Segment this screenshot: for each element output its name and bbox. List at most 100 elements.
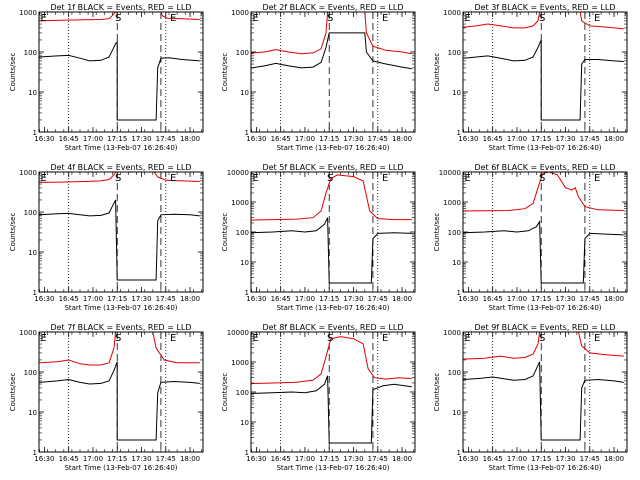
y-tick-label: 1 — [245, 129, 249, 137]
marker-label: E — [170, 173, 176, 184]
x-tick-label: 17:00 — [507, 455, 527, 463]
x-axis-label: Start Time (13-Feb-07 16:26:40) — [488, 144, 601, 152]
events-series-line — [39, 199, 200, 281]
plot-frame — [38, 331, 204, 453]
y-tick-label: 10 — [28, 249, 37, 257]
x-tick-label: 17:30 — [343, 135, 363, 143]
plot-frame — [462, 11, 628, 133]
y-tick-label: 10 — [240, 259, 249, 267]
marker-label: E — [41, 13, 47, 24]
x-tick-label: 17:45 — [580, 455, 600, 463]
y-axis-label: Counts/sec — [9, 53, 17, 92]
plot-frame — [38, 11, 204, 133]
y-tick-label: 1 — [33, 289, 37, 297]
y-axis-label: Counts/sec — [221, 373, 229, 412]
events-series-line — [39, 361, 200, 441]
x-tick-label: 18:00 — [604, 295, 624, 303]
marker-label: E — [465, 173, 471, 184]
x-tick-label: 16:30 — [34, 295, 54, 303]
y-tick-label: 1 — [245, 289, 249, 297]
x-axis-label: Start Time (13-Feb-07 16:26:40) — [276, 304, 389, 312]
marker-label: E — [41, 333, 47, 344]
y-tick-label: 10 — [452, 409, 461, 417]
y-tick-label: 10000 — [227, 329, 249, 337]
events-series-line — [463, 39, 624, 121]
x-tick-label: 16:45 — [271, 135, 291, 143]
y-tick-label: 10 — [240, 89, 249, 97]
marker-label: E — [253, 173, 259, 184]
lld-series-line — [251, 336, 412, 385]
x-tick-label: 17:15 — [107, 455, 127, 463]
y-tick-label: 100 — [236, 49, 249, 57]
plot-frame — [462, 331, 628, 453]
marker-label: E — [382, 333, 388, 344]
y-axis-label: Counts/sec — [9, 373, 17, 412]
y-axis-label: Counts/sec — [433, 213, 441, 252]
marker-label: S — [327, 13, 333, 24]
x-tick-label: 17:30 — [343, 295, 363, 303]
y-tick-label: 1000 — [443, 329, 461, 337]
y-tick-label: 1 — [33, 449, 37, 457]
plot-frame — [38, 171, 204, 293]
x-tick-label: 16:30 — [458, 135, 478, 143]
x-tick-label: 17:15 — [107, 135, 127, 143]
events-series-line — [463, 361, 624, 441]
marker-label: S — [115, 173, 121, 184]
marker-label: E — [465, 333, 471, 344]
marker-label: E — [465, 13, 471, 24]
marker-label: E — [253, 333, 259, 344]
x-tick-label: 17:00 — [83, 295, 103, 303]
x-tick-label: 18:00 — [392, 295, 412, 303]
x-tick-label: 17:30 — [131, 135, 151, 143]
y-tick-label: 10 — [240, 419, 249, 427]
marker-label: E — [594, 13, 600, 24]
x-tick-label: 17:45 — [368, 295, 388, 303]
x-tick-label: 18:00 — [604, 135, 624, 143]
x-tick-label: 16:45 — [483, 135, 503, 143]
x-tick-label: 16:45 — [59, 455, 79, 463]
x-tick-label: 17:45 — [368, 135, 388, 143]
x-tick-label: 17:30 — [131, 295, 151, 303]
y-tick-label: 100 — [448, 369, 461, 377]
x-tick-label: 18:00 — [180, 135, 200, 143]
x-tick-label: 17:30 — [555, 135, 575, 143]
events-series-line — [251, 32, 412, 70]
x-tick-label: 17:00 — [507, 295, 527, 303]
y-tick-label: 1000 — [19, 169, 37, 177]
y-tick-label: 100 — [24, 209, 37, 217]
events-series-line — [39, 40, 200, 121]
marker-label: E — [170, 333, 176, 344]
x-tick-label: 16:30 — [34, 455, 54, 463]
x-tick-label: 16:45 — [483, 455, 503, 463]
y-axis-label: Counts/sec — [433, 373, 441, 412]
x-tick-label: 17:30 — [555, 295, 575, 303]
x-tick-label: 16:30 — [458, 295, 478, 303]
lld-series-line — [39, 12, 200, 22]
marker-label: E — [594, 333, 600, 344]
x-tick-label: 16:45 — [59, 295, 79, 303]
marker-label: S — [327, 173, 333, 184]
x-axis-label: Start Time (13-Feb-07 16:26:40) — [64, 464, 177, 472]
x-tick-label: 17:45 — [368, 455, 388, 463]
y-tick-label: 1000 — [231, 359, 249, 367]
x-tick-label: 16:30 — [458, 455, 478, 463]
y-tick-label: 10 — [452, 89, 461, 97]
x-tick-label: 18:00 — [392, 135, 412, 143]
panel-title: Det 6f BLACK = Events, RED = LLD — [474, 163, 615, 172]
x-tick-label: 18:00 — [180, 295, 200, 303]
panel-title: Det 3f BLACK = Events, RED = LLD — [474, 3, 615, 12]
panel-title: Det 9f BLACK = Events, RED = LLD — [474, 323, 615, 332]
x-tick-label: 18:00 — [392, 455, 412, 463]
x-tick-label: 16:30 — [246, 295, 266, 303]
marker-label: E — [382, 173, 388, 184]
y-tick-label: 1000 — [443, 199, 461, 207]
x-tick-label: 17:00 — [295, 295, 315, 303]
panel-title: Det 4f BLACK = Events, RED = LLD — [50, 163, 191, 172]
x-tick-label: 17:00 — [295, 135, 315, 143]
events-series-line — [463, 220, 624, 284]
y-tick-label: 10 — [28, 89, 37, 97]
y-axis-label: Counts/sec — [9, 213, 17, 252]
marker-label: S — [327, 333, 333, 344]
